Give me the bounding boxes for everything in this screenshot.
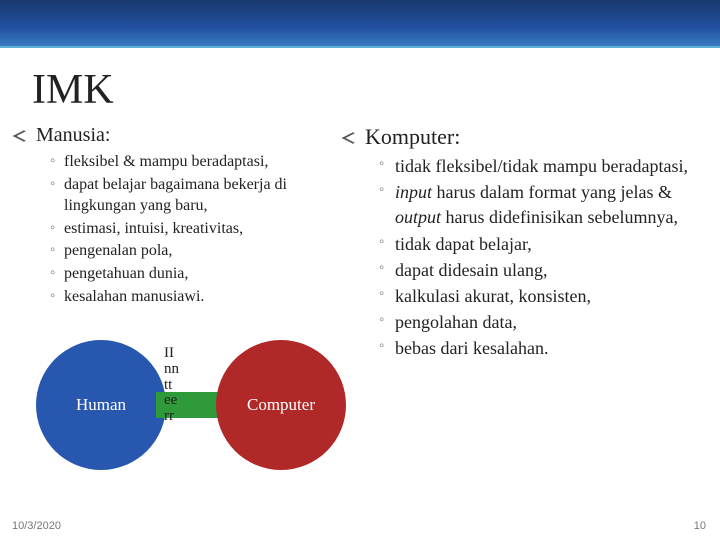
- list-item: pengolahan data,: [379, 310, 700, 335]
- right-bullets: tidak fleksibel/tidak mampu beradaptasi,…: [365, 154, 700, 362]
- list-item: pengetahuan dunia,: [50, 263, 355, 285]
- list-item: input harus dalam format yang jelas & ou…: [379, 180, 700, 230]
- list-item: estimasi, intuisi, kreativitas,: [50, 218, 355, 240]
- list-item: bebas dari kesalahan.: [379, 336, 700, 361]
- left-heading: Manusia:: [36, 124, 355, 147]
- human-circle: Human: [36, 340, 166, 470]
- list-item: dapat belajar bagaimana bekerja di lingk…: [50, 174, 355, 217]
- hci-diagram: Human II nn tt ee rr Computer: [36, 330, 376, 490]
- computer-circle: Computer: [216, 340, 346, 470]
- human-label: Human: [76, 395, 126, 415]
- computer-label: Computer: [247, 395, 315, 415]
- slide-title: IMK: [32, 66, 720, 114]
- right-heading: Komputer:: [365, 124, 700, 150]
- list-item: dapat didesain ulang,: [379, 258, 700, 283]
- list-item: tidak fleksibel/tidak mampu beradaptasi,: [379, 154, 700, 179]
- left-bullets: fleksibel & mampu beradaptasi, dapat bel…: [36, 151, 355, 307]
- footer-page-number: 10: [694, 520, 706, 532]
- interaction-label: II nn tt ee rr: [164, 346, 184, 425]
- left-column: Manusia: fleksibel & mampu beradaptasi, …: [36, 124, 355, 363]
- right-column: Komputer: tidak fleksibel/tidak mampu be…: [365, 124, 700, 363]
- list-item: kalkulasi akurat, konsisten,: [379, 284, 700, 309]
- content-columns: Manusia: fleksibel & mampu beradaptasi, …: [0, 124, 720, 363]
- list-item: kesalahan manusiawi.: [50, 286, 355, 308]
- list-item: pengenalan pola,: [50, 240, 355, 262]
- title-bar: [0, 0, 720, 48]
- list-item: fleksibel & mampu beradaptasi,: [50, 151, 355, 173]
- footer-date: 10/3/2020: [12, 520, 61, 532]
- list-item: tidak dapat belajar,: [379, 232, 700, 257]
